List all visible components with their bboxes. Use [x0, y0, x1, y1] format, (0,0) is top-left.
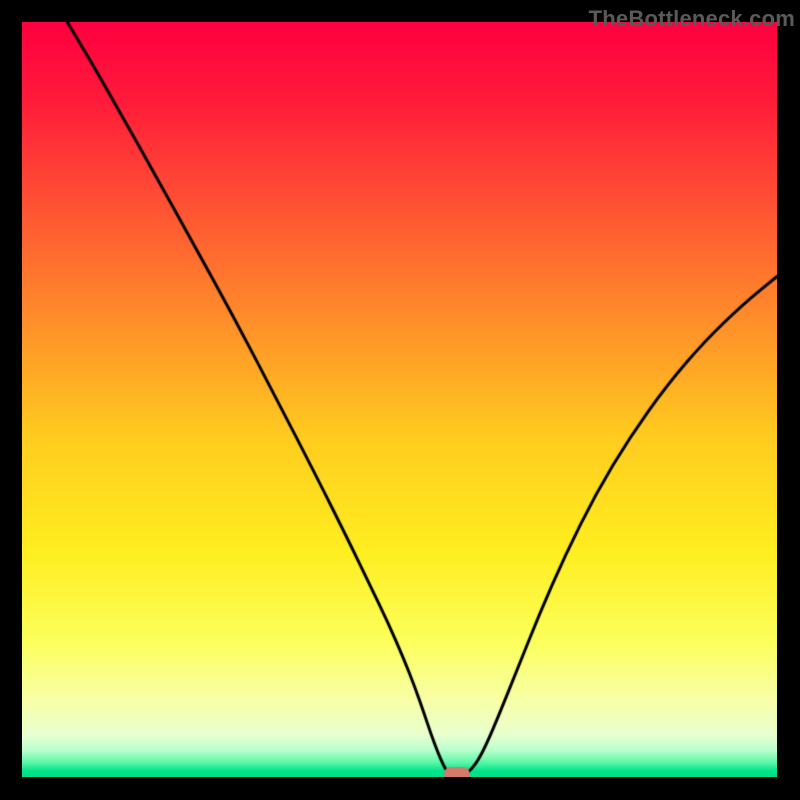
chart-stage: TheBottleneck.com: [0, 0, 800, 800]
watermark-label: TheBottleneck.com: [589, 6, 795, 32]
bottleneck-curve-chart: [22, 22, 777, 777]
